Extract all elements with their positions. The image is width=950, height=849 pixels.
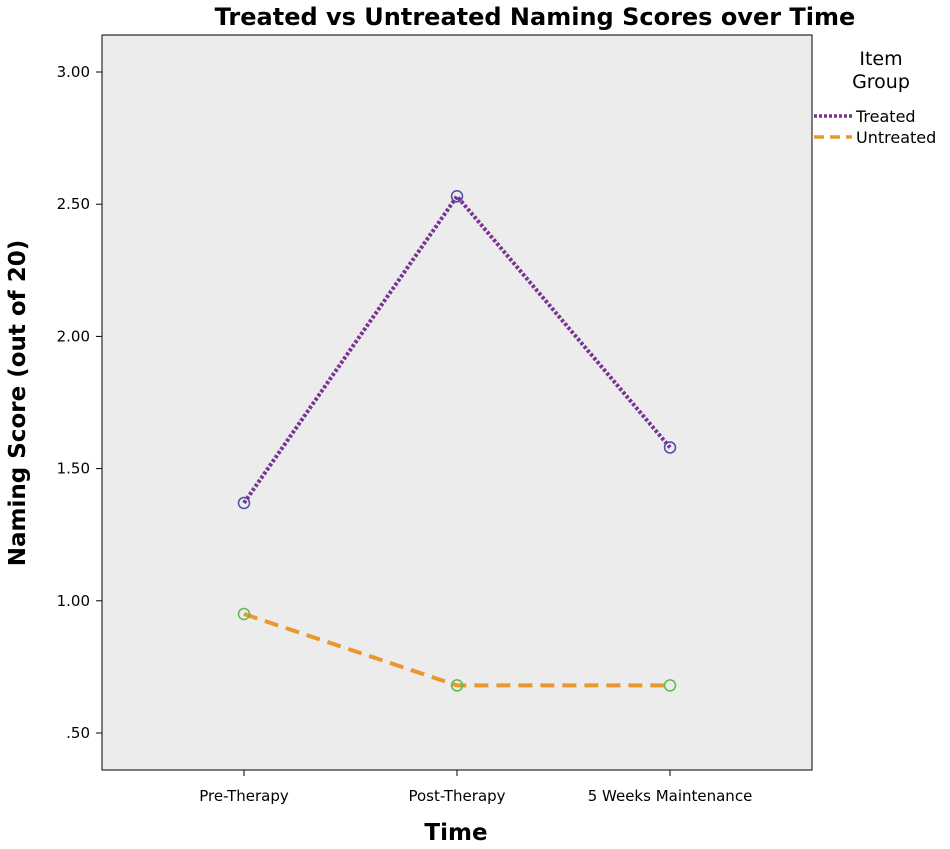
y-tick-label: 3.00	[57, 63, 90, 81]
series-line-untreated	[243, 612, 670, 688]
chart-title: Treated vs Untreated Naming Scores over …	[215, 3, 856, 31]
data-point-treated	[663, 441, 677, 454]
x-tick-label: 5 Weeks Maintenance	[588, 787, 753, 805]
y-tick-label: 2.00	[57, 327, 90, 345]
data-point-treated	[237, 496, 251, 510]
x-tick-label: Post-Therapy	[408, 787, 505, 805]
legend-label-untreated: Untreated	[856, 128, 936, 147]
series-layer	[237, 190, 677, 692]
data-point-untreated	[663, 679, 677, 692]
y-tick-label: 1.00	[57, 592, 90, 610]
y-axis: .50 1.00 1.50 2.00 2.50 3.00	[57, 63, 102, 742]
plot-area	[101, 34, 813, 771]
series-line-treated	[242, 192, 672, 505]
legend-title-line1: Item	[859, 48, 902, 70]
y-tick-label: 1.50	[57, 460, 90, 478]
legend: Item Group Treated Untreated	[814, 48, 936, 147]
y-axis-title: Naming Score (out of 20)	[5, 240, 31, 566]
x-tick-label: Pre-Therapy	[199, 787, 289, 805]
legend-title-line2: Group	[852, 71, 910, 93]
data-point-treated	[450, 190, 464, 203]
data-point-untreated	[237, 607, 251, 621]
x-axis: Pre-Therapy Post-Therapy 5 Weeks Maintenan…	[199, 770, 752, 805]
x-axis-title: Time	[424, 820, 487, 846]
data-point-untreated	[450, 679, 464, 692]
legend-label-treated: Treated	[855, 107, 916, 126]
y-tick-label: .50	[66, 724, 90, 742]
y-tick-label: 2.50	[57, 195, 90, 213]
